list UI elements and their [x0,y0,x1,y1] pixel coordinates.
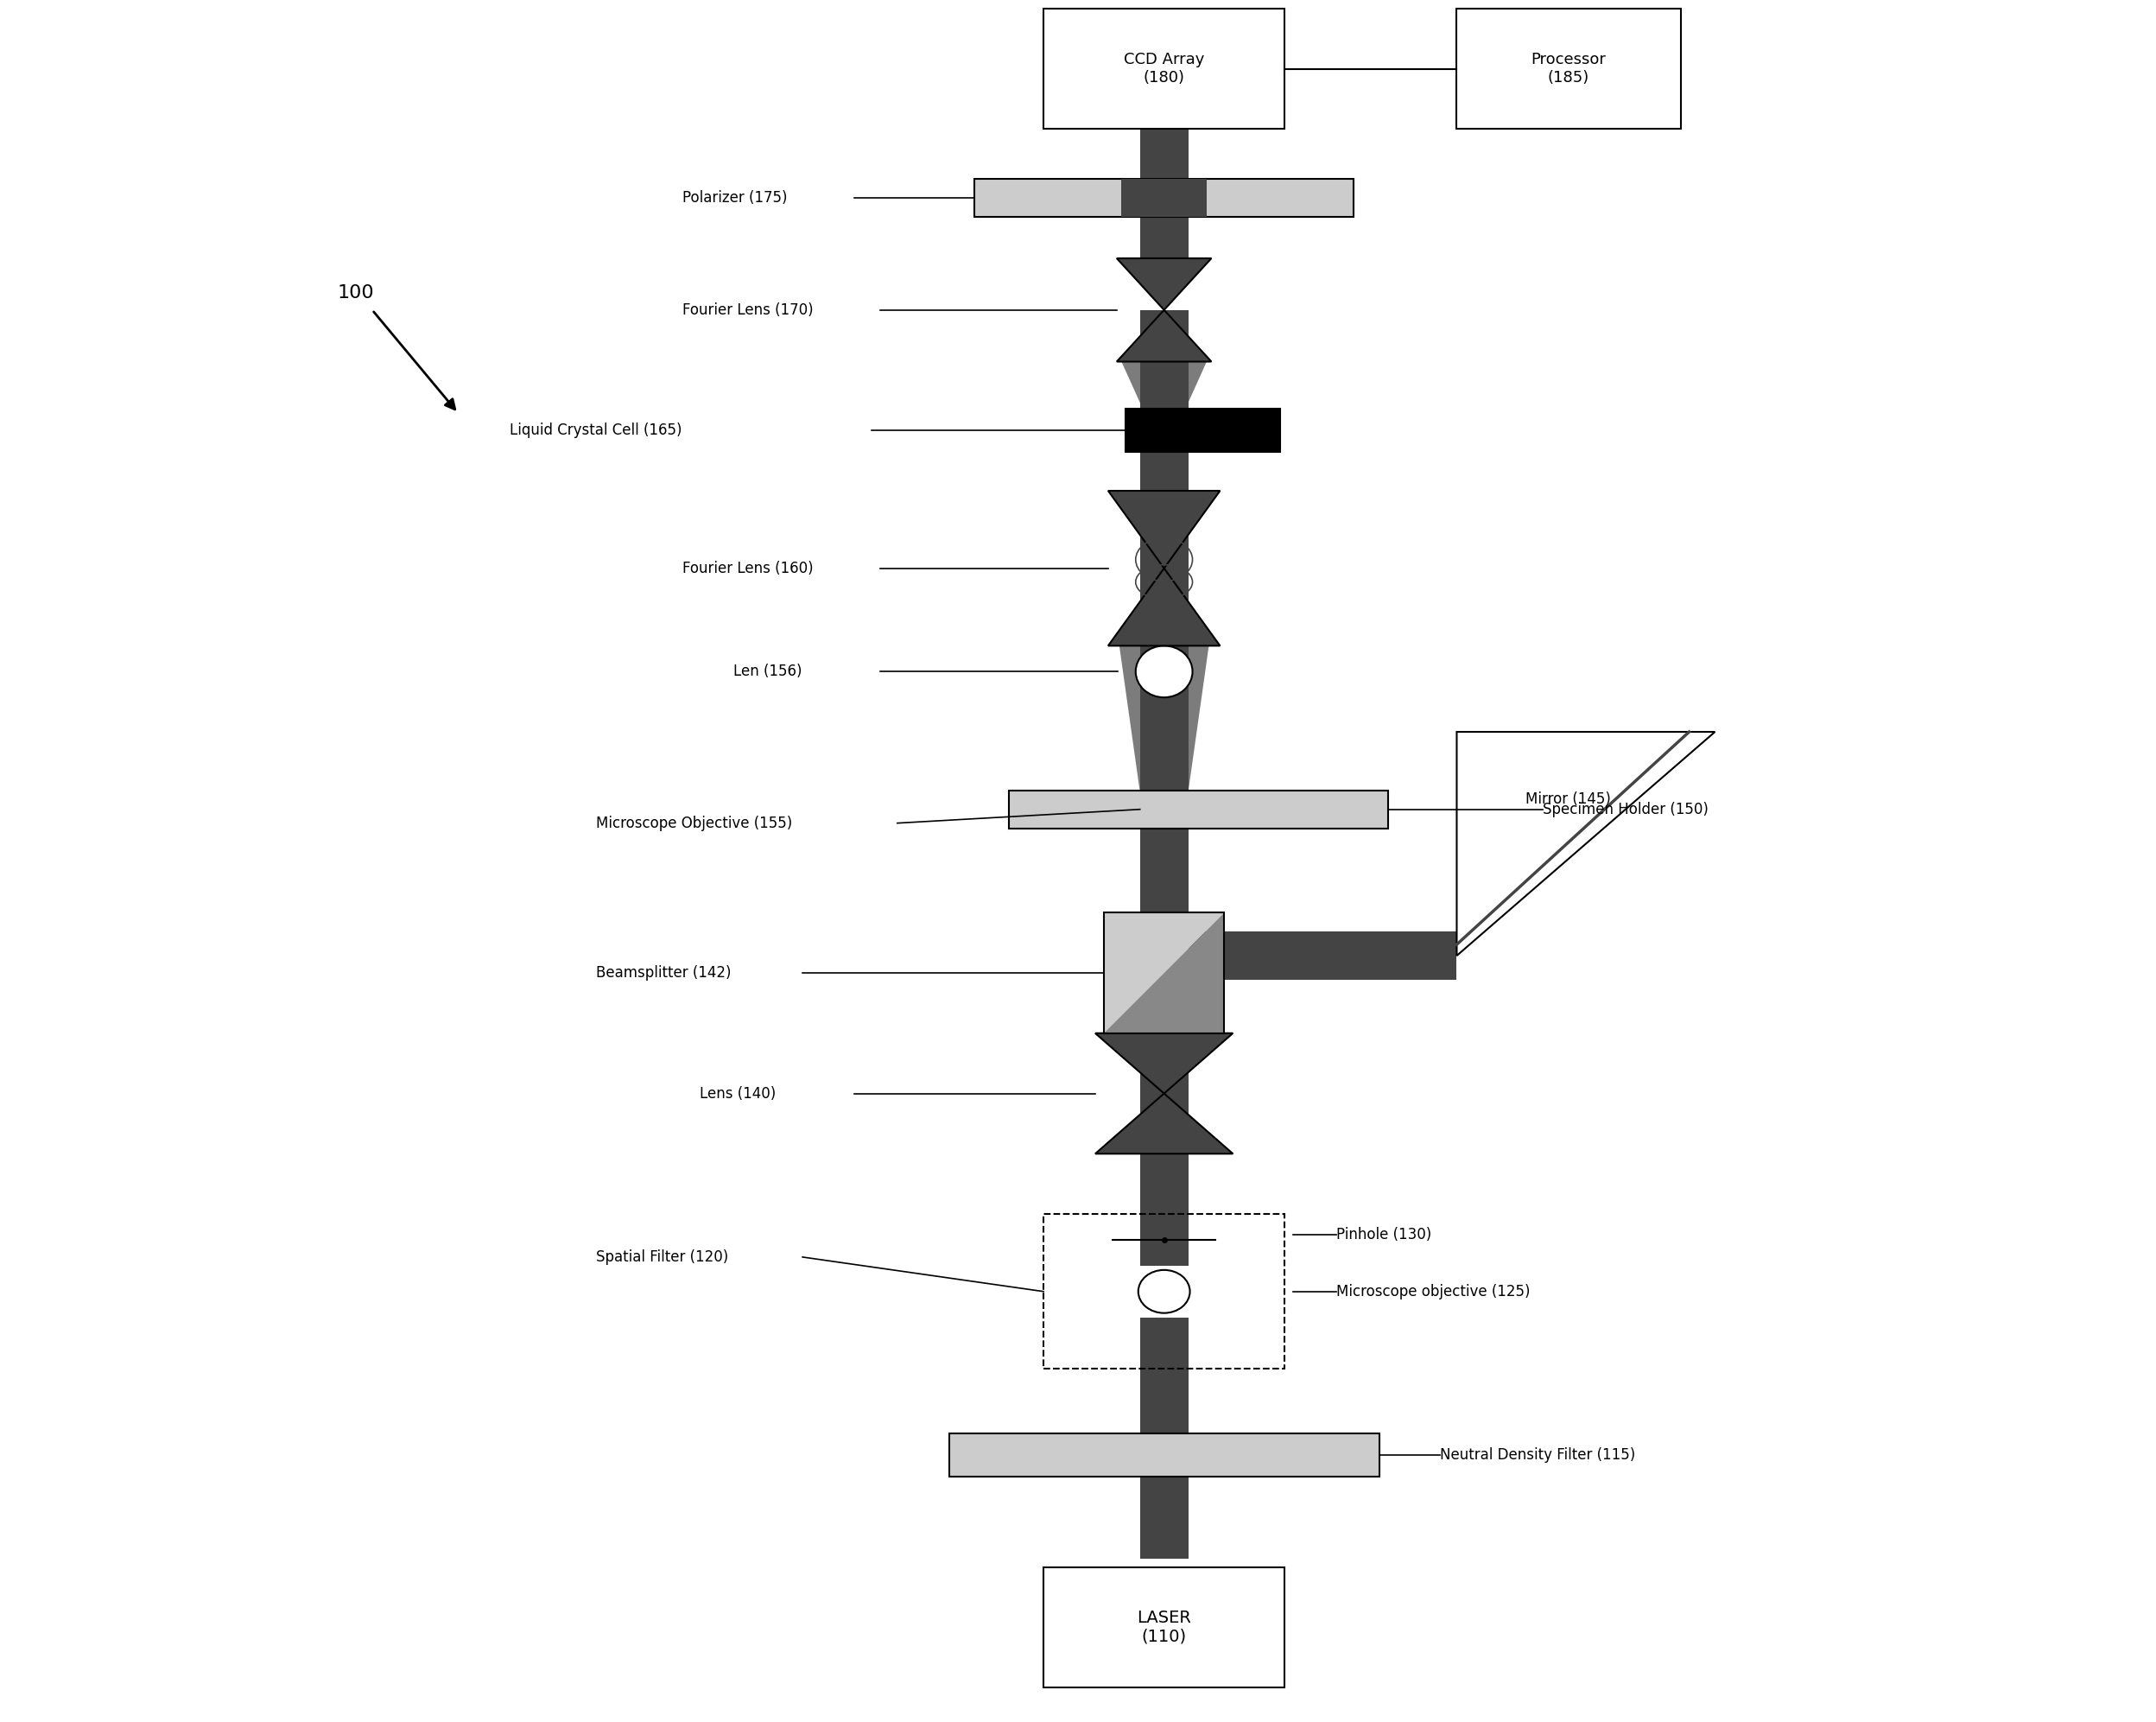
Bar [1044,1214,1285,1369]
Polygon shape [1095,1093,1233,1154]
Bar [1188,932,1457,980]
Bar [1121,179,1207,217]
Text: Pinhole (130): Pinhole (130) [1337,1226,1432,1243]
Polygon shape [1104,913,1225,1033]
Polygon shape [1119,646,1210,792]
Text: Fourier Lens (170): Fourier Lens (170) [681,301,813,319]
Text: LASER
(110): LASER (110) [1136,1610,1192,1645]
Text: Len (156): Len (156) [733,663,802,680]
Bar [1104,913,1225,1033]
Bar [1044,9,1285,129]
Bar [1125,408,1281,451]
Polygon shape [1117,258,1212,310]
Text: Polarizer (175): Polarizer (175) [681,189,787,207]
Text: Specimen Holder (150): Specimen Holder (150) [1544,801,1708,818]
Bar [1141,827,1188,930]
Text: Beamsplitter (142): Beamsplitter (142) [595,964,731,982]
Bar [1044,1567,1285,1688]
Bar [975,179,1354,217]
Bar [1141,1016,1188,1266]
Text: CCD Array
(180): CCD Array (180) [1123,52,1205,86]
Ellipse shape [1138,1271,1190,1314]
Text: Mirror (145): Mirror (145) [1526,790,1611,808]
Text: Lens (140): Lens (140) [699,1085,776,1102]
Bar [1141,138,1188,258]
Text: Processor
(185): Processor (185) [1531,52,1606,86]
Bar [1141,1317,1188,1558]
Text: Fourier Lens (160): Fourier Lens (160) [681,560,813,577]
Text: Spatial Filter (120): Spatial Filter (120) [595,1248,729,1266]
Text: Microscope Objective (155): Microscope Objective (155) [595,815,791,832]
Bar [1141,310,1188,792]
Bar [1009,790,1388,828]
Polygon shape [1117,310,1212,362]
Bar [1145,448,1184,491]
Ellipse shape [1136,646,1192,697]
Polygon shape [1121,362,1207,413]
Polygon shape [1108,568,1220,646]
Text: Liquid Crystal Cell (165): Liquid Crystal Cell (165) [511,422,681,439]
Text: Neutral Density Filter (115): Neutral Density Filter (115) [1440,1446,1634,1464]
Polygon shape [1108,491,1220,568]
Bar [1141,129,1188,181]
Bar [1141,215,1188,258]
Polygon shape [1457,732,1714,956]
Bar [949,1433,1380,1477]
Text: 100: 100 [338,284,375,301]
Polygon shape [1104,913,1225,1033]
Text: Microscope objective (125): Microscope objective (125) [1337,1283,1531,1300]
Polygon shape [1095,1033,1233,1093]
Bar [1457,9,1680,129]
